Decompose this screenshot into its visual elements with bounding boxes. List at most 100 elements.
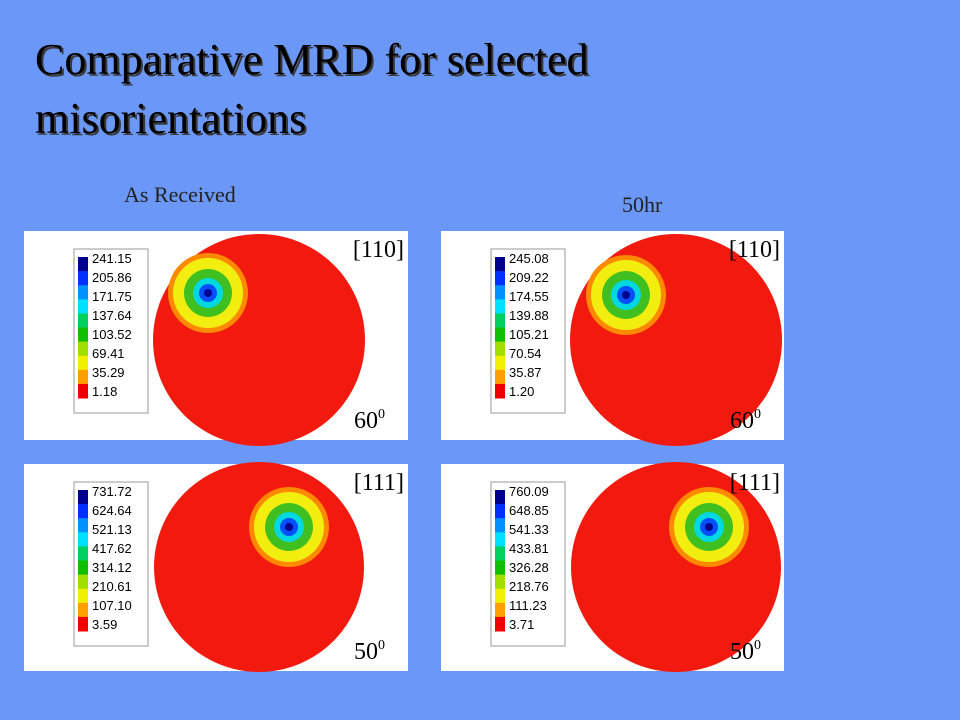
color-bar bbox=[495, 504, 505, 519]
color-bar bbox=[495, 560, 505, 576]
direction-label: [111] bbox=[730, 470, 780, 496]
color-bar bbox=[78, 383, 88, 399]
direction-label: [110] bbox=[353, 237, 404, 263]
color-bar bbox=[495, 602, 505, 618]
legend-label: 1.20 bbox=[509, 384, 534, 399]
color-bar bbox=[78, 504, 88, 519]
legend-label: 3.59 bbox=[92, 617, 117, 632]
title: Comparative MRD for selected Comparative… bbox=[35, 35, 591, 145]
color-bar bbox=[495, 285, 505, 300]
color-bar bbox=[78, 532, 88, 547]
angle-label: 600 bbox=[730, 407, 761, 434]
pole-figure-panel: 731.72 624.64 521.13 417.62 314.12 210.61 107.… bbox=[24, 462, 408, 672]
angle-value: 50 bbox=[354, 639, 378, 665]
legend-label: 35.87 bbox=[509, 365, 542, 380]
color-bar bbox=[495, 355, 505, 371]
panels: 241.15 205.86 171.75 137.64 103.52 69.41 35.29… bbox=[24, 231, 784, 672]
legend-label: 171.75 bbox=[92, 289, 132, 304]
legend-label: 105.21 bbox=[509, 327, 549, 342]
color-bar bbox=[495, 327, 505, 343]
title-shadow: Comparative MRD for selected bbox=[37, 37, 591, 86]
legend-label: 210.61 bbox=[92, 579, 132, 594]
color-bar bbox=[495, 299, 505, 314]
column-label: As Received bbox=[124, 182, 236, 207]
legend-label: 417.62 bbox=[92, 541, 132, 556]
angle-label: 600 bbox=[354, 407, 385, 434]
color-bar bbox=[78, 369, 88, 385]
hot-spot bbox=[705, 523, 713, 531]
title-line: misorientations bbox=[35, 94, 306, 143]
color-bar bbox=[495, 313, 505, 328]
column-label: 50hr bbox=[622, 192, 663, 217]
legend-label: 245.08 bbox=[509, 251, 549, 266]
pole-figure-panel: 241.15 205.86 171.75 137.64 103.52 69.41 35.29… bbox=[24, 231, 408, 446]
angle-value: 50 bbox=[730, 639, 754, 665]
legend-label: 541.33 bbox=[509, 522, 549, 537]
legend-label: 3.71 bbox=[509, 617, 534, 632]
hot-spot bbox=[204, 289, 212, 297]
legend-label: 241.15 bbox=[92, 251, 132, 266]
legend-label: 209.22 bbox=[509, 270, 549, 285]
direction-label: [111] bbox=[354, 470, 404, 496]
color-bar bbox=[495, 257, 505, 272]
angle-degree: 0 bbox=[754, 407, 761, 422]
color-bar bbox=[495, 341, 505, 357]
color-bar bbox=[78, 560, 88, 576]
color-bar bbox=[78, 616, 88, 632]
hot-spot bbox=[622, 291, 630, 299]
title-line: Comparative MRD for selected bbox=[35, 35, 589, 84]
color-bar bbox=[78, 257, 88, 272]
legend-label: 433.81 bbox=[509, 541, 549, 556]
legend-label: 326.28 bbox=[509, 560, 549, 575]
color-bar bbox=[78, 518, 88, 533]
legend-label: 107.10 bbox=[92, 598, 132, 613]
color-bar bbox=[495, 383, 505, 399]
legend-label: 218.76 bbox=[509, 579, 549, 594]
color-bar bbox=[78, 313, 88, 328]
pole-figure-panel: 245.08 209.22 174.55 139.88 105.21 70.54 35.87… bbox=[441, 231, 784, 446]
legend-label: 314.12 bbox=[92, 560, 132, 575]
legend-label: 648.85 bbox=[509, 503, 549, 518]
color-bar bbox=[78, 490, 88, 505]
angle-value: 60 bbox=[730, 408, 754, 434]
legend-label: 103.52 bbox=[92, 327, 132, 342]
legend-label: 624.64 bbox=[92, 503, 132, 518]
legend-label: 70.54 bbox=[509, 346, 542, 361]
color-bar bbox=[495, 588, 505, 604]
legend-label: 521.13 bbox=[92, 522, 132, 537]
angle-degree: 0 bbox=[378, 407, 385, 422]
legend-label: 69.41 bbox=[92, 346, 125, 361]
pole-figure bbox=[154, 462, 364, 672]
legend-label: 731.72 bbox=[92, 484, 132, 499]
pole-figure-panel: 760.09 648.85 541.33 433.81 326.28 218.76 111.… bbox=[441, 462, 784, 672]
angle-label: 500 bbox=[354, 638, 385, 665]
legend-label: 137.64 bbox=[92, 308, 132, 323]
legend-label: 111.23 bbox=[509, 598, 547, 613]
color-bar bbox=[495, 546, 505, 561]
color-bar bbox=[78, 355, 88, 371]
color-bar bbox=[495, 616, 505, 632]
color-bar bbox=[78, 341, 88, 357]
color-bar bbox=[495, 518, 505, 533]
color-bar bbox=[78, 285, 88, 300]
color-bar bbox=[78, 602, 88, 618]
color-bar bbox=[78, 574, 88, 590]
color-bar bbox=[78, 299, 88, 314]
direction-label: [110] bbox=[729, 237, 780, 263]
color-bar bbox=[78, 327, 88, 343]
angle-degree: 0 bbox=[754, 638, 761, 653]
color-bar bbox=[78, 588, 88, 604]
angle-label: 500 bbox=[730, 638, 761, 665]
legend-label: 174.55 bbox=[509, 289, 549, 304]
legend-label: 35.29 bbox=[92, 365, 125, 380]
angle-value: 60 bbox=[354, 408, 378, 434]
legend-label: 1.18 bbox=[92, 384, 117, 399]
legend-label: 139.88 bbox=[509, 308, 549, 323]
color-bar bbox=[495, 369, 505, 385]
legend-label: 205.86 bbox=[92, 270, 132, 285]
color-bar bbox=[78, 546, 88, 561]
angle-degree: 0 bbox=[378, 638, 385, 653]
color-bar bbox=[78, 271, 88, 286]
